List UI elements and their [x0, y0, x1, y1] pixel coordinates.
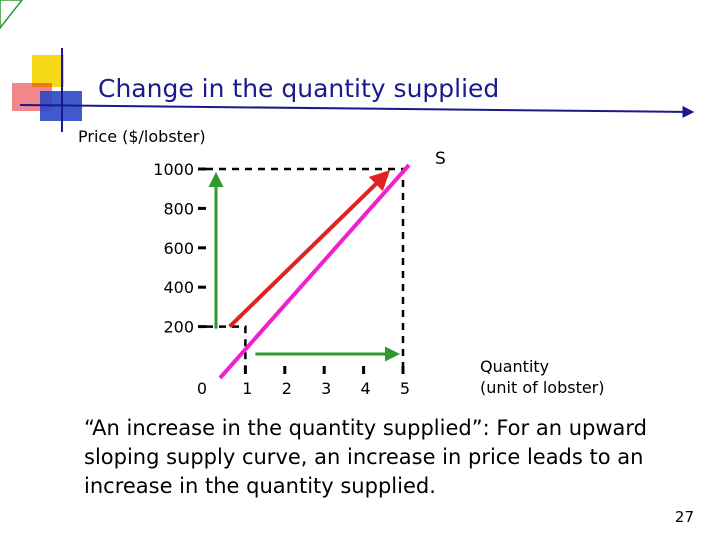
- slide-caption: “An increase in the quantity supplied”: …: [84, 416, 647, 498]
- supply-curve-line: [218, 163, 411, 380]
- reference-line-1: [206, 325, 247, 366]
- yellow-square-decoration: [32, 55, 64, 87]
- slide-title: Change in the quantity supplied: [98, 74, 500, 103]
- x-tick-label-3: 3: [321, 379, 331, 398]
- slide-decoration: [0, 0, 695, 132]
- x-axis-label: Quantity (unit of lobster): [480, 357, 605, 397]
- reference-line-2: [206, 167, 405, 366]
- x-axis-label-line2: (unit of lobster): [480, 378, 605, 397]
- x-axis-label-line1: Quantity: [480, 357, 549, 376]
- y-tick-label-1000: 1000: [153, 160, 194, 179]
- corner-triangle-decoration: [0, 0, 23, 30]
- x-tick-label-0: 0: [197, 379, 207, 398]
- y-tick-label-800: 800: [163, 199, 194, 218]
- x-tick-label-2: 2: [282, 379, 292, 398]
- y-tick-label-400: 400: [163, 278, 194, 297]
- y-axis-label: Price ($/lobster): [78, 127, 206, 146]
- y-tick-label-600: 600: [163, 239, 194, 258]
- supply-curve-label: S: [435, 149, 446, 169]
- x-tick-label-5: 5: [400, 379, 410, 398]
- horizontal-rule: [19, 104, 695, 118]
- x-tick-label-4: 4: [361, 379, 371, 398]
- y-tick-label-200: 200: [163, 318, 194, 337]
- plot-area: 200 400 600 800 1000 0 1 2 3 4 5 S: [153, 149, 446, 398]
- movement-along-curve-arrow: [228, 170, 391, 329]
- page-number: 27: [674, 508, 694, 526]
- x-tick-label-1: 1: [242, 379, 252, 398]
